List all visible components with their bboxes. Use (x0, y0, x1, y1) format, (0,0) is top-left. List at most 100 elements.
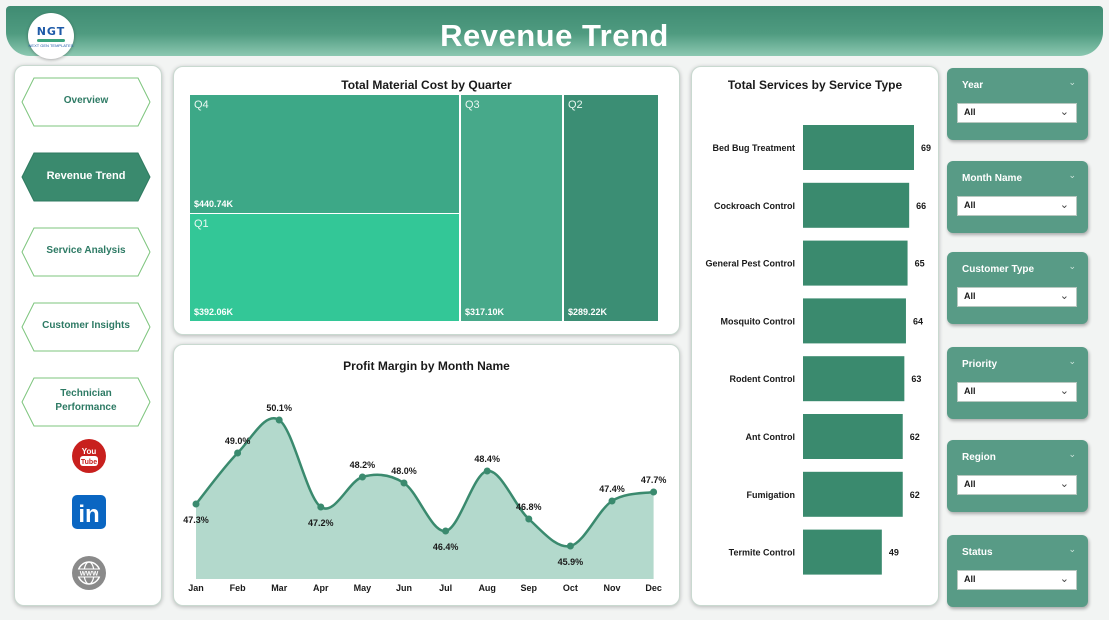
nav-button-shape (21, 227, 151, 277)
treemap-tile-q4-value: $440.74K (194, 199, 234, 209)
priority-dropdown[interactable]: All ⌄ (957, 382, 1077, 402)
treemap-tile-q2-value: $289.22K (568, 307, 608, 317)
profit-margin-x-tick: Jan (188, 583, 204, 593)
profit-margin-point (234, 449, 242, 457)
profit-margin-data-label: 48.4% (474, 454, 500, 464)
service-value-label: 64 (913, 316, 923, 326)
profit-margin-x-tick: Sep (521, 583, 538, 593)
service-value-label: 62 (910, 432, 920, 442)
profit-margin-point (525, 515, 533, 523)
chevron-down-icon[interactable]: ⌄ (1068, 449, 1076, 459)
profit-margin-data-label: 46.8% (516, 502, 542, 512)
nav-overview-button[interactable]: Overview (21, 77, 151, 127)
month-name-slicer: Month Name ⌄ All ⌄ (947, 161, 1088, 233)
treemap-tile-q3-value: $317.10K (465, 307, 505, 317)
profit-margin-area (196, 418, 654, 579)
year-dropdown[interactable]: All ⌄ (957, 103, 1077, 123)
service-value-label: 66 (916, 201, 926, 211)
month-name-dropdown-value: All (964, 200, 976, 210)
chevron-down-icon: ⌄ (1059, 199, 1069, 211)
linkedin-text: in (78, 501, 99, 528)
profit-margin-x-tick: Dec (645, 583, 662, 593)
region-dropdown[interactable]: All ⌄ (957, 475, 1077, 495)
profit-margin-x-tick: May (354, 583, 372, 593)
treemap-tile-q4[interactable]: Q4 $440.74K (190, 95, 459, 213)
profit-margin-data-label: 49.0% (225, 436, 251, 446)
chevron-down-icon[interactable]: ⌄ (1068, 77, 1076, 87)
globe-www-icon[interactable]: WWW (71, 555, 107, 591)
status-dropdown-value: All (964, 574, 976, 584)
chevron-down-icon[interactable]: ⌄ (1068, 544, 1076, 554)
nav-panel: Overview Revenue Trend Service Analysis … (14, 65, 162, 606)
profit-margin-data-label: 45.9% (558, 557, 584, 567)
region-slicer-label: Region (962, 452, 996, 463)
chevron-down-icon: ⌄ (1059, 573, 1069, 585)
service-value-label: 62 (910, 490, 920, 500)
services-chart: Bed Bug Treatment 69 Cockroach Control 66 Ge… (705, 125, 931, 575)
logo-swoosh (37, 38, 65, 42)
status-slicer-label: Status (962, 547, 993, 558)
year-dropdown-value: All (964, 107, 976, 117)
profit-margin-point (358, 473, 366, 481)
nav-customer-insights-button[interactable]: Customer Insights (21, 302, 151, 352)
treemap-tile-q3-label: Q3 (465, 99, 480, 111)
profit-margin-x-tick: Jun (396, 583, 412, 593)
chevron-down-icon[interactable]: ⌄ (1068, 261, 1076, 271)
customer-type-dropdown-value: All (964, 291, 976, 301)
profit-margin-point (275, 416, 283, 424)
chevron-down-icon[interactable]: ⌄ (1068, 356, 1076, 366)
service-bar[interactable] (803, 471, 903, 517)
service-value-label: 63 (911, 374, 921, 384)
service-bar[interactable] (803, 240, 908, 286)
profit-margin-x-tick: Feb (230, 583, 247, 593)
service-bar[interactable] (803, 182, 910, 228)
treemap-tile-q4-label: Q4 (194, 99, 209, 111)
year-slicer: Year ⌄ All ⌄ (947, 68, 1088, 140)
profit-margin-title: Profit Margin by Month Name (343, 359, 510, 373)
profit-margin-data-label: 50.1% (266, 403, 292, 413)
service-bar[interactable] (803, 298, 906, 344)
month-name-dropdown[interactable]: All ⌄ (957, 196, 1077, 216)
service-bar[interactable] (803, 414, 903, 459)
treemap-tile-q1[interactable]: Q1 $392.06K (190, 214, 459, 321)
service-bar[interactable] (803, 529, 882, 575)
profit-margin-chart: 47.3% Jan 49.0% Feb 50.1% Mar 47.2% Apr 48.2% May… (183, 403, 666, 593)
chevron-down-icon: ⌄ (1059, 478, 1069, 490)
profit-margin-point (608, 497, 616, 505)
nav-service-analysis-button[interactable]: Service Analysis (21, 227, 151, 277)
customer-type-dropdown[interactable]: All ⌄ (957, 287, 1077, 307)
service-category-label: Cockroach Control (714, 201, 795, 211)
nav-button-shape (21, 302, 151, 352)
chevron-down-icon[interactable]: ⌄ (1068, 170, 1076, 180)
service-category-label: Mosquito Control (721, 316, 795, 326)
service-bar[interactable] (803, 125, 914, 170)
nav-button-shape (21, 152, 151, 202)
nav-revenue-trend-label: Revenue Trend (46, 170, 126, 182)
status-dropdown[interactable]: All ⌄ (957, 570, 1077, 590)
company-logo[interactable]: NGT NEXT GEN TEMPLATES (28, 13, 74, 59)
service-category-label: Bed Bug Treatment (712, 143, 795, 153)
service-bar[interactable] (803, 356, 905, 402)
service-value-label: 49 (889, 548, 899, 558)
region-dropdown-value: All (964, 479, 976, 489)
priority-slicer: Priority ⌄ All ⌄ (947, 347, 1088, 419)
youtube-icon[interactable]: You Tube (71, 438, 107, 474)
profit-margin-x-tick: Aug (478, 583, 496, 593)
services-title: Total Services by Service Type (727, 78, 903, 92)
youtube-you-text: You (82, 447, 97, 456)
services-panel: Total Services by Service Type Bed Bug T… (691, 66, 939, 606)
profit-margin-point (317, 503, 325, 511)
service-category-label: Termite Control (729, 548, 795, 558)
profit-margin-point (650, 488, 658, 496)
profit-margin-point (192, 500, 200, 508)
region-slicer: Region ⌄ All ⌄ (947, 440, 1088, 512)
profit-margin-x-tick: Nov (603, 583, 620, 593)
youtube-tube-box (80, 456, 98, 466)
nav-revenue-trend-button[interactable]: Revenue Trend (21, 152, 151, 202)
profit-margin-point (442, 527, 450, 535)
profit-margin-data-label: 47.4% (599, 484, 625, 494)
treemap-tile-q2[interactable]: Q2 $289.22K (564, 95, 658, 321)
linkedin-icon[interactable]: in (71, 494, 107, 530)
treemap-tile-q3[interactable]: Q3 $317.10K (461, 95, 562, 321)
nav-technician-performance-button[interactable]: Technician Performance (21, 377, 151, 427)
